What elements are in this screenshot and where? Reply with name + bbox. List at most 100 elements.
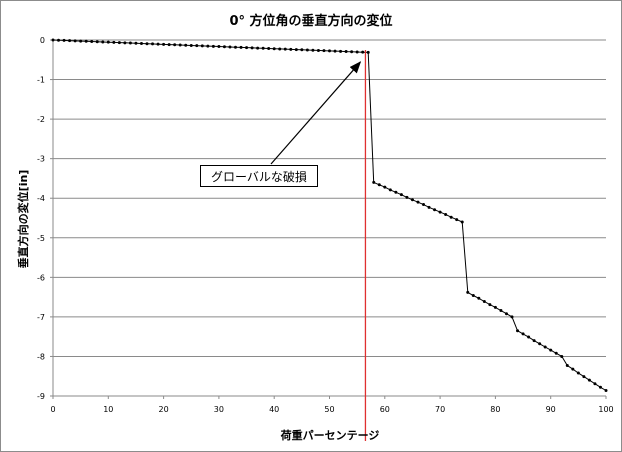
x-tick-label: 0 [50, 405, 55, 414]
data-point [162, 42, 166, 46]
data-point [95, 40, 99, 44]
data-point [101, 40, 105, 44]
data-point [410, 198, 414, 202]
data-point [560, 354, 564, 358]
data-point [316, 48, 320, 52]
data-point [339, 49, 343, 53]
data-point [73, 39, 77, 43]
data-point [239, 45, 243, 49]
x-tick-label: 100 [598, 405, 613, 414]
series-line [52, 39, 607, 391]
data-point [217, 45, 221, 49]
data-point [145, 42, 149, 46]
data-point [416, 200, 420, 204]
x-tick-label: 50 [324, 405, 334, 414]
data-point [151, 42, 155, 46]
data-point [361, 50, 365, 54]
data-point [156, 42, 160, 46]
data-point [493, 305, 497, 309]
data-point [444, 212, 448, 216]
data-point [206, 44, 210, 48]
data-point [549, 348, 553, 352]
data-point [366, 50, 370, 54]
x-tick-label: 70 [435, 405, 445, 414]
data-point [504, 312, 508, 316]
x-tick-label: 30 [214, 405, 224, 414]
data-point [68, 39, 72, 43]
data-point [438, 210, 442, 214]
annotation-arrow [270, 61, 362, 165]
data-point [433, 208, 437, 212]
data-point [527, 335, 531, 339]
data-point [598, 385, 602, 389]
data-point [278, 47, 282, 51]
data-point [388, 188, 392, 192]
data-point [311, 48, 315, 52]
data-point [449, 215, 453, 219]
data-point [427, 205, 431, 209]
data-point [62, 38, 66, 42]
data-point [516, 329, 520, 333]
data-point [272, 47, 276, 51]
x-tick-label: 90 [546, 405, 556, 414]
data-point [256, 46, 260, 50]
data-point [289, 47, 293, 51]
data-point [565, 364, 569, 368]
data-point [576, 371, 580, 375]
data-point [261, 46, 265, 50]
x-tick-label: 60 [380, 405, 390, 414]
y-tick-label: -5 [37, 234, 45, 243]
data-point [399, 193, 403, 197]
data-point [322, 49, 326, 53]
data-point [333, 49, 337, 53]
x-tick-label: 80 [490, 405, 500, 414]
data-point [305, 48, 309, 52]
x-tick-label: 10 [103, 405, 113, 414]
data-point [134, 41, 138, 45]
y-tick-label: -1 [37, 76, 45, 85]
data-point [328, 49, 331, 53]
data-point [350, 50, 354, 54]
data-point [167, 43, 171, 47]
data-point [139, 41, 143, 45]
data-point [471, 294, 475, 298]
data-point [250, 46, 254, 50]
data-point [178, 43, 182, 47]
data-point [294, 48, 298, 52]
y-tick-label: -8 [37, 352, 45, 361]
data-point [184, 43, 188, 47]
data-point [189, 43, 193, 47]
y-tick-label: -7 [37, 313, 45, 322]
y-tick-label: -4 [37, 194, 45, 203]
data-point [466, 290, 470, 294]
data-point [245, 46, 249, 50]
data-point [532, 339, 536, 343]
data-point [521, 332, 525, 336]
data-point [117, 41, 121, 45]
data-point [90, 40, 94, 44]
data-point [51, 38, 55, 42]
data-point [211, 44, 215, 48]
data-point [355, 50, 359, 54]
y-axis-label-text: 垂直方向の変位[in] [17, 169, 30, 269]
data-point [593, 382, 597, 386]
data-point [228, 45, 232, 49]
data-point [222, 45, 226, 49]
x-axis-label: 荷重パーセンテージ [280, 429, 380, 442]
data-point [195, 44, 199, 48]
data-point [543, 345, 547, 349]
data-point [499, 309, 503, 313]
data-point [582, 375, 586, 379]
data-point [377, 183, 381, 187]
y-tick-label: -2 [37, 115, 45, 124]
data-point [383, 185, 387, 189]
data-point [344, 50, 348, 54]
data-point [57, 38, 61, 42]
data-point [79, 39, 83, 43]
chart-title: 0° 方位角の垂直方向の変位 [229, 14, 393, 29]
y-tick-label: -9 [37, 392, 45, 401]
data-point [538, 342, 542, 346]
data-point [571, 367, 575, 371]
data-point [394, 190, 398, 194]
